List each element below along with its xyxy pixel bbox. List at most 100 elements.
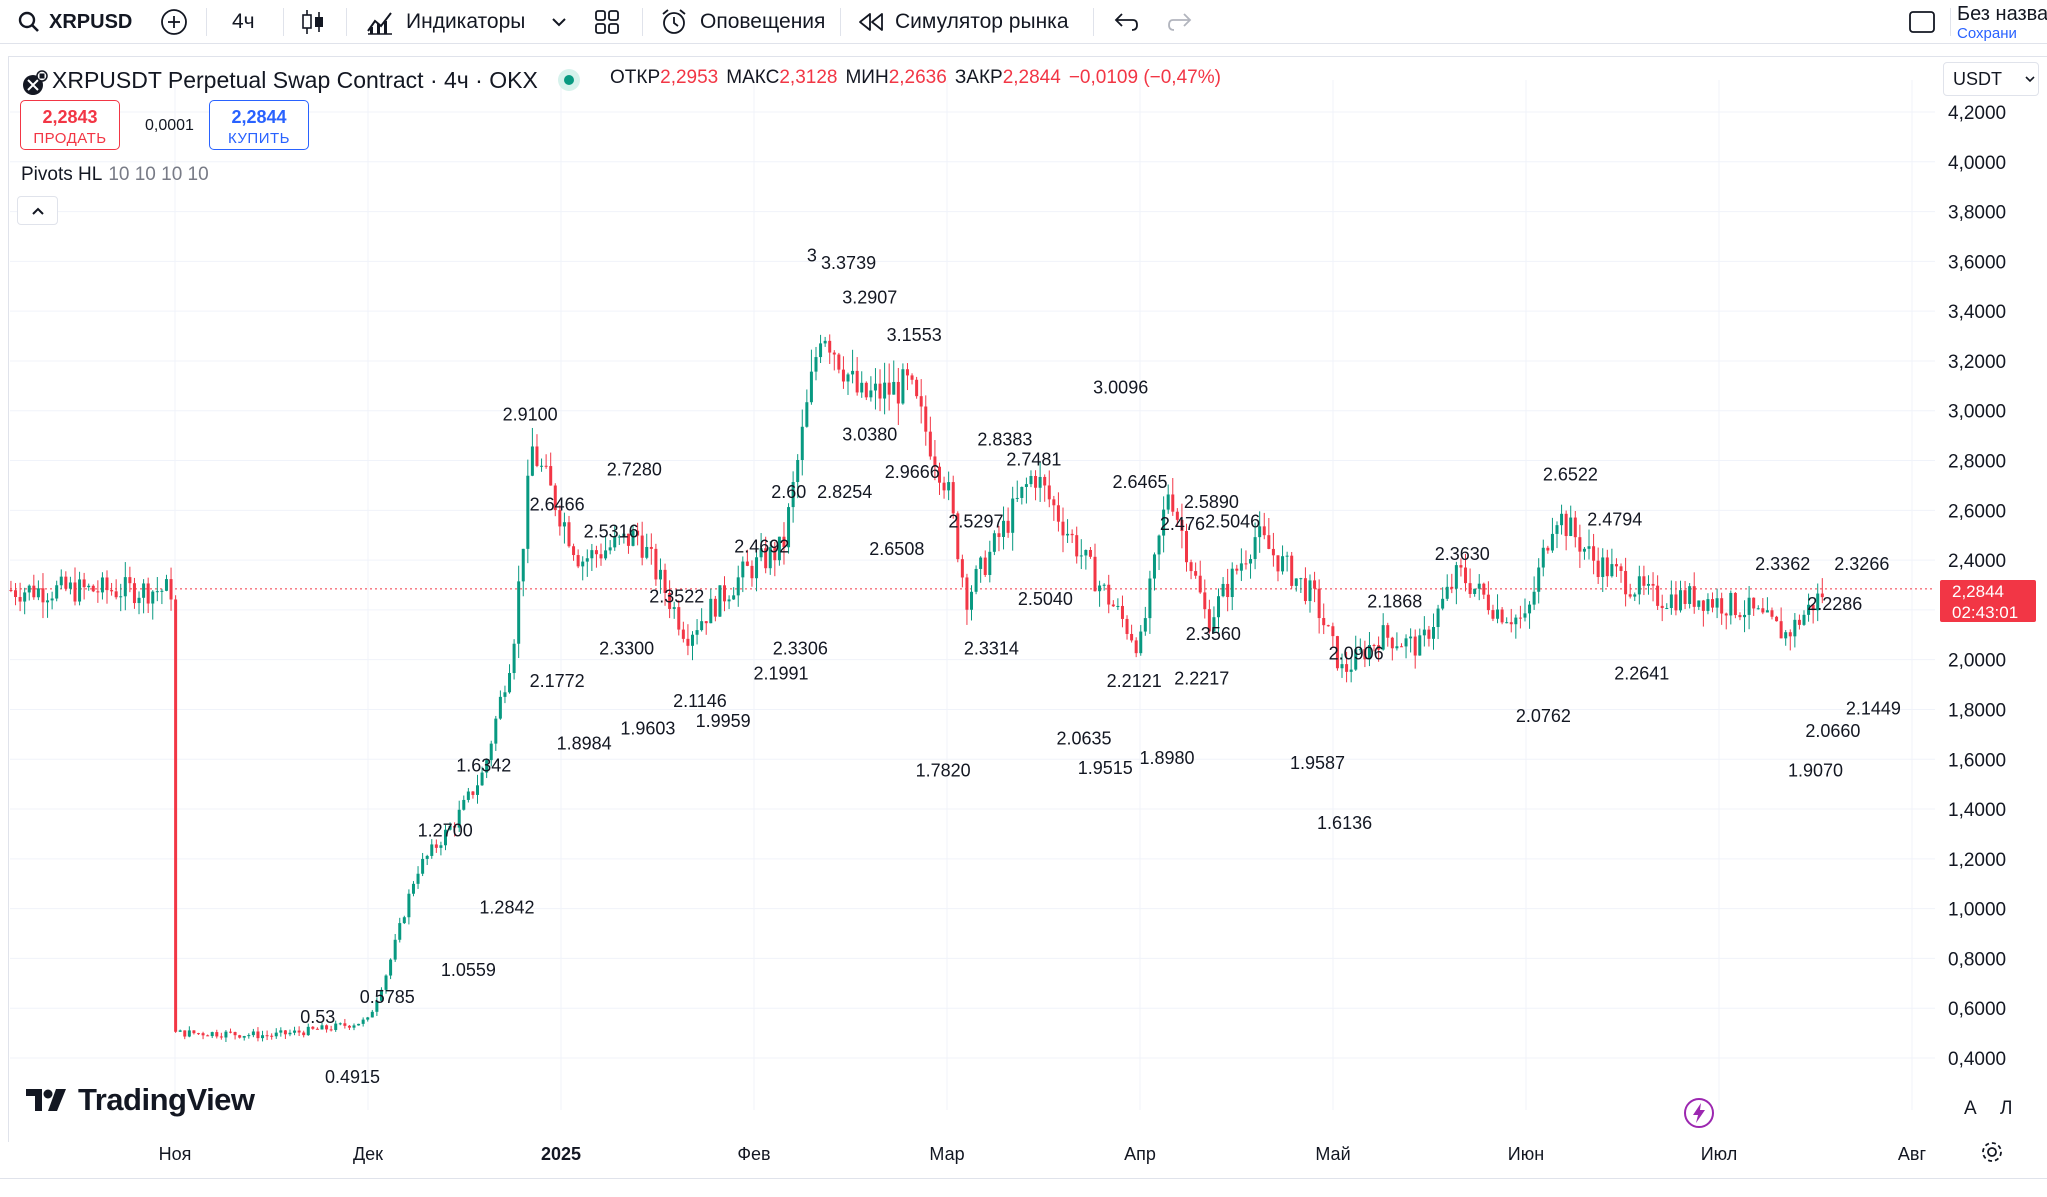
candle <box>581 561 585 567</box>
candle <box>1537 567 1541 592</box>
candle <box>1116 605 1120 607</box>
replay-button[interactable]: Симулятор рынка <box>857 0 1069 44</box>
candle <box>411 883 415 894</box>
candle <box>1720 598 1724 614</box>
candle <box>937 466 941 483</box>
candle <box>1450 586 1454 589</box>
candle <box>1756 608 1760 610</box>
sell-button[interactable]: 2,2843 ПРОДАТЬ <box>20 100 120 150</box>
candle <box>782 536 786 548</box>
pivot-label: 2.3306 <box>773 639 828 659</box>
candle <box>1281 556 1285 572</box>
legend-header: XRPUSDT Perpetual Swap Contract · 4ч · O… <box>22 64 580 96</box>
lightning-icon[interactable] <box>1683 1097 1715 1129</box>
indicators-label: Индикаторы <box>406 10 526 33</box>
alerts-button[interactable]: Оповещения <box>660 0 825 44</box>
candle <box>1701 600 1705 611</box>
candle <box>1075 535 1079 557</box>
candle <box>933 456 937 467</box>
search-icon <box>18 11 39 32</box>
candle <box>1061 521 1065 536</box>
candle <box>1779 621 1783 639</box>
candle <box>114 591 118 598</box>
symbol-search[interactable]: XRPUSD <box>18 0 132 44</box>
y-tick-label: 0,6000 <box>1948 999 2006 1020</box>
indicators-button[interactable]: Индикаторы <box>366 0 525 44</box>
buy-button[interactable]: 2,2844 КУПИТЬ <box>209 100 309 150</box>
tradingview-logo[interactable]: TradingView <box>26 1082 255 1118</box>
auto-scale-button[interactable]: A <box>1964 1098 1977 1119</box>
redo-button[interactable] <box>1167 0 1193 44</box>
symbol-title[interactable]: XRPUSDT Perpetual Swap Contract · 4ч · O… <box>52 66 538 93</box>
layout-name-button[interactable]: Без назва Сохрани <box>1957 3 2047 43</box>
candle <box>1441 598 1445 609</box>
undo-button[interactable] <box>1113 0 1139 44</box>
candle <box>1002 520 1006 537</box>
candle <box>910 375 914 380</box>
candle <box>201 1033 205 1036</box>
candle <box>1285 555 1289 557</box>
candle <box>1317 588 1321 619</box>
candle <box>1303 578 1307 602</box>
candle <box>1669 594 1673 608</box>
pivot-label: 1.2842 <box>479 898 534 918</box>
candle <box>1098 585 1102 592</box>
chart-pane[interactable] <box>8 56 2047 1142</box>
candle <box>1683 590 1687 604</box>
candle <box>681 629 685 639</box>
candle <box>1052 499 1056 506</box>
candle <box>1043 476 1047 486</box>
candle <box>1505 622 1509 624</box>
alerts-label: Оповещения <box>700 10 826 33</box>
candle <box>1189 562 1193 572</box>
settings-icon[interactable] <box>1980 1140 2004 1164</box>
close-label: ЗАКР <box>954 67 1003 88</box>
candle <box>270 1035 274 1037</box>
candle <box>530 446 534 476</box>
layouts-button[interactable] <box>594 0 620 44</box>
chart-type-button[interactable] <box>300 0 326 44</box>
layout-toggle[interactable] <box>1908 0 1936 44</box>
candle <box>709 598 713 624</box>
collapse-legend-button[interactable] <box>17 196 58 225</box>
pivot-label: 2.9100 <box>503 405 558 425</box>
candle <box>407 893 411 918</box>
candle <box>293 1030 297 1033</box>
candle <box>375 1000 379 1012</box>
candle <box>1761 608 1765 613</box>
candle <box>1569 517 1573 537</box>
currency-select[interactable]: USDT <box>1943 62 2039 96</box>
candle <box>1496 609 1500 619</box>
candle <box>1267 535 1271 549</box>
candle <box>219 1036 223 1038</box>
candle <box>288 1032 292 1035</box>
candle <box>851 370 855 375</box>
y-tick-label: 3,6000 <box>1948 252 2006 273</box>
candle <box>645 546 649 558</box>
candles-icon <box>302 10 323 34</box>
layout-name: Без назва <box>1957 3 2047 25</box>
candle <box>1345 664 1349 672</box>
candle <box>1633 594 1637 597</box>
candle <box>343 1023 347 1026</box>
save-status[interactable]: Сохрани <box>1957 25 2017 42</box>
y-tick-label: 3,0000 <box>1948 402 2006 423</box>
candle <box>1207 609 1211 632</box>
market-status-icon[interactable] <box>557 69 580 91</box>
candle <box>1464 567 1468 584</box>
indicator-legend[interactable]: Pivots HL 10 10 10 10 <box>21 164 209 186</box>
pivot-label: 1.9587 <box>1290 753 1345 773</box>
candle <box>640 535 644 558</box>
interval-button[interactable]: 4ч <box>232 0 255 44</box>
candle <box>608 547 612 551</box>
compare-button[interactable] <box>160 0 188 44</box>
candle <box>855 370 859 393</box>
candle <box>325 1025 329 1030</box>
candle <box>860 382 864 393</box>
indicators-dropdown[interactable] <box>551 0 567 44</box>
candle <box>1706 599 1710 611</box>
chevron-up-icon <box>31 207 44 215</box>
log-scale-button[interactable]: Л <box>2000 1098 2013 1119</box>
y-tick-label: 1,6000 <box>1948 750 2006 771</box>
